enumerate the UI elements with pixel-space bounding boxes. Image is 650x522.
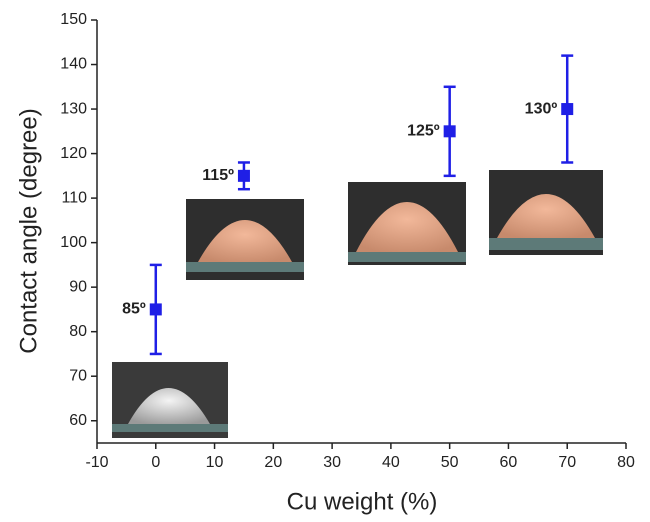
point [237, 169, 250, 182]
x-tick-label: 40 [382, 454, 400, 471]
y-axis-title: Contact angle (degree) [15, 108, 42, 353]
value-label: 115º [202, 167, 234, 184]
point [561, 103, 574, 116]
point [443, 125, 456, 138]
x-tick-label: 50 [441, 454, 459, 471]
y-tick-label: 110 [61, 189, 87, 206]
photo [112, 362, 228, 438]
x-tick-label: 10 [206, 454, 224, 471]
x-tick-label: 60 [500, 454, 518, 471]
y-tick-label: 70 [69, 367, 87, 384]
y-tick-label: 130 [60, 100, 87, 117]
x-tick-label: 30 [323, 454, 341, 471]
value-label: 130º [525, 100, 558, 117]
droplet-photos [112, 170, 603, 438]
y-tick-label: 100 [60, 234, 87, 251]
x-tick-label: 80 [617, 454, 635, 471]
photo [348, 182, 466, 265]
y-tick-label: 150 [60, 11, 87, 28]
y-tick-label: 90 [69, 278, 87, 295]
y-tick-label: 120 [60, 145, 87, 162]
y-tick-label: 60 [69, 412, 87, 429]
x-tick-label: 0 [151, 454, 160, 471]
y-tick-label: 140 [60, 56, 87, 73]
value-label: 125º [407, 123, 440, 140]
photo [489, 170, 603, 255]
point [149, 303, 162, 316]
photo [186, 199, 304, 280]
x-tick-label: -10 [85, 454, 108, 471]
x-axis-title: Cu weight (%) [287, 488, 438, 515]
y-tick-label: 80 [69, 323, 87, 340]
value-label: 85º [122, 301, 146, 318]
x-tick-label: 20 [264, 454, 282, 471]
x-tick-label: 70 [558, 454, 576, 471]
